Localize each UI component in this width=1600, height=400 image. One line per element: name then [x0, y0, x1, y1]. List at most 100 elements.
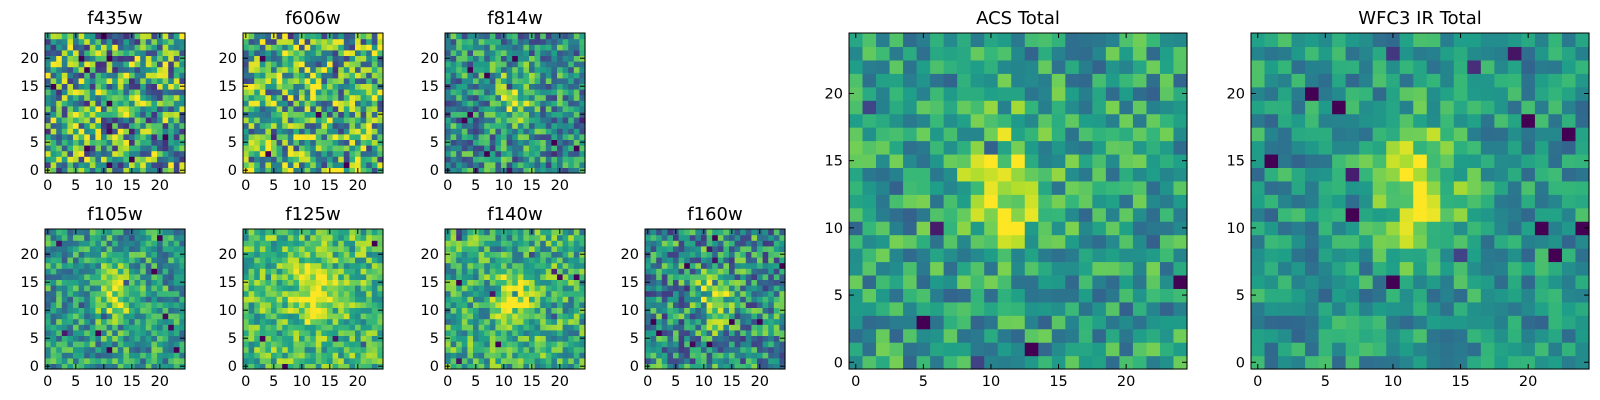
heatmap-cell — [145, 363, 152, 370]
heatmap-cell — [50, 72, 57, 79]
heatmap-cell — [678, 234, 685, 241]
heatmap-cell — [248, 72, 255, 79]
heatmap-cell — [84, 139, 91, 146]
heatmap-cell — [134, 117, 141, 124]
heatmap-cell — [661, 240, 668, 247]
heatmap-cell — [338, 324, 345, 331]
panel-title: f140w — [487, 204, 542, 225]
heatmap-cell — [903, 261, 918, 276]
heatmap-cell — [849, 288, 864, 303]
heatmap-cell — [50, 335, 57, 342]
heatmap-cell — [56, 357, 63, 364]
heatmap-cell — [84, 111, 91, 118]
heatmap-cell — [540, 307, 547, 314]
heatmap-cell — [512, 301, 519, 308]
heatmap-cell — [310, 150, 317, 157]
heatmap-cell — [243, 318, 250, 325]
heatmap-cell — [179, 341, 186, 348]
heatmap-cell — [332, 89, 339, 96]
heatmap-cell — [445, 128, 452, 135]
heatmap-cell — [332, 257, 339, 264]
heatmap-cell — [254, 117, 261, 124]
heatmap-cell — [293, 150, 300, 157]
heatmap-cell — [489, 363, 496, 370]
heatmap-cell — [50, 229, 57, 236]
heatmap-cell — [265, 257, 272, 264]
heatmap-cell — [84, 117, 91, 124]
heatmap-cell — [712, 279, 719, 286]
heatmap-cell — [162, 307, 169, 314]
x-tick-label: 20 — [551, 178, 569, 194]
heatmap-cell — [366, 122, 373, 129]
heatmap-cell — [1092, 315, 1107, 330]
heatmap-cell — [467, 161, 474, 168]
heatmap-cell — [45, 245, 52, 252]
heatmap-cell — [276, 307, 283, 314]
heatmap-cell — [112, 285, 119, 292]
heatmap-cell — [117, 150, 124, 157]
heatmap-cell — [551, 324, 558, 331]
heatmap-cell — [456, 290, 463, 297]
heatmap-cell — [445, 357, 452, 364]
heatmap-cell — [254, 273, 261, 280]
heatmap-cell — [173, 150, 180, 157]
heatmap-cell — [734, 346, 741, 353]
heatmap-cell — [1065, 234, 1080, 249]
heatmap-cell — [545, 324, 552, 331]
heatmap-cell — [248, 352, 255, 359]
heatmap-cell — [179, 38, 186, 45]
heatmap-cell — [45, 268, 52, 275]
heatmap-cell — [667, 279, 674, 286]
heatmap-cell — [501, 117, 508, 124]
heatmap-cell — [467, 83, 474, 90]
heatmap-cell — [168, 318, 175, 325]
heatmap-cell — [360, 55, 367, 62]
heatmap-cell — [562, 161, 569, 168]
heatmap-cell — [1024, 248, 1039, 263]
heatmap-cell — [478, 38, 485, 45]
heatmap-cell — [332, 318, 339, 325]
heatmap-cell — [467, 285, 474, 292]
heatmap-cell — [450, 33, 457, 40]
heatmap-cell — [562, 279, 569, 286]
heatmap-cell — [695, 301, 702, 308]
heatmap-cell — [106, 77, 113, 84]
heatmap-cell — [473, 240, 480, 247]
heatmap-cell — [579, 156, 586, 163]
heatmap-cell — [523, 117, 530, 124]
heatmap-cell — [506, 318, 513, 325]
heatmap-cell — [366, 117, 373, 124]
heatmap-cell — [282, 161, 289, 168]
heatmap-cell — [557, 318, 564, 325]
y-tick-label: 20 — [219, 247, 237, 263]
heatmap-cell — [45, 290, 52, 297]
heatmap-cell — [355, 329, 362, 336]
heatmap-cell — [557, 122, 564, 129]
heatmap-cell — [903, 221, 918, 236]
heatmap-cell — [282, 122, 289, 129]
heatmap-cell — [529, 335, 536, 342]
heatmap-cell — [876, 315, 891, 330]
heatmap-cell — [271, 324, 278, 331]
heatmap-cell — [84, 268, 91, 275]
heatmap-cell — [484, 145, 491, 152]
heatmap-cell — [478, 363, 485, 370]
heatmap-cell — [478, 72, 485, 79]
heatmap-cell — [129, 145, 136, 152]
heatmap-cell — [717, 285, 724, 292]
heatmap-cell — [265, 161, 272, 168]
heatmap-cell — [484, 251, 491, 258]
heatmap-cell — [957, 180, 972, 195]
heatmap-cell — [506, 161, 513, 168]
heatmap-cell — [529, 122, 536, 129]
heatmap-cell — [67, 33, 74, 40]
heatmap-cell — [484, 285, 491, 292]
heatmap-cell — [73, 122, 80, 129]
heatmap-cell — [862, 153, 877, 168]
heatmap-cell — [568, 145, 575, 152]
heatmap-cell — [545, 273, 552, 280]
heatmap-cell — [73, 61, 80, 68]
heatmap-cell — [50, 240, 57, 247]
heatmap-cell — [343, 335, 350, 342]
